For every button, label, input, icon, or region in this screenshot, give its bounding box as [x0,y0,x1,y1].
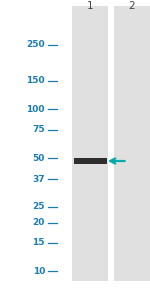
FancyBboxPatch shape [74,158,106,164]
Text: 15: 15 [33,239,45,247]
Text: 10: 10 [33,267,45,276]
Text: 150: 150 [26,76,45,85]
Text: 20: 20 [33,218,45,227]
Text: 25: 25 [33,202,45,212]
FancyBboxPatch shape [72,6,108,281]
FancyBboxPatch shape [114,6,150,281]
Text: 250: 250 [26,40,45,49]
Text: 100: 100 [27,105,45,114]
Text: 1: 1 [87,1,93,11]
Text: 2: 2 [129,1,135,11]
Text: 75: 75 [32,125,45,134]
Text: 50: 50 [33,154,45,163]
Text: 37: 37 [32,175,45,184]
